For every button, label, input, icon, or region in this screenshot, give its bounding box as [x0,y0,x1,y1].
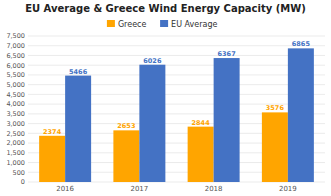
y-axis: 0500 1,000 1,500 2,0002,500 3,000 3,500 4,0004… [6,32,325,186]
y-tick-label: 6,000 [6,62,25,70]
data-label: 2653 [117,122,135,130]
bar [188,127,214,182]
y-tick-label: 4,500 [6,91,25,99]
legend: Greece EU Average [107,20,218,29]
y-tick-label: 5,000 [6,81,25,89]
x-tick-label: 2016 [56,185,74,193]
y-tick-label: 6,500 [6,52,25,60]
grid-line [28,36,325,37]
y-tick-label: 0 [21,178,25,186]
y-tick-label: 1,000 [6,159,25,167]
x-axis: 2016 2017 2018 2019 [56,185,297,193]
y-tick-label: 5,500 [6,71,25,79]
grid-line [28,65,325,66]
y-tick-label: 2,000 [6,139,25,147]
legend-label: EU Average [171,20,217,29]
y-tick-label: 1,500 [6,149,25,157]
bars [39,48,314,182]
data-label: 6865 [292,40,311,48]
y-tick-label: 3,500 [6,110,25,118]
bar [65,76,91,182]
bar [113,130,139,182]
y-tick-label: 7,500 [6,32,25,40]
bar [262,112,288,182]
y-tick-label: 7,000 [6,42,25,50]
data-label: 5466 [69,68,88,76]
y-tick-label: 500 [13,169,25,177]
grid-line [28,55,325,56]
x-tick-label: 2018 [205,185,223,193]
bar [39,136,65,182]
grid-line [28,45,325,46]
x-tick-label: 2017 [130,185,148,193]
data-label: 6367 [218,50,236,58]
y-tick-label: 3,000 [6,120,25,128]
y-tick-label: 2,500 [6,130,25,138]
y-tick-label: 4,000 [6,100,25,108]
data-label: 6026 [143,57,162,65]
legend-swatch [160,20,168,27]
data-label: 2844 [192,119,211,127]
data-label: 3576 [266,104,285,112]
legend-swatch [107,20,115,27]
x-tick-label: 2019 [279,185,297,193]
data-labels: 2374 2653 2844 3576 5466 6026 6367 6865 [43,40,310,135]
bar [288,48,314,182]
data-label: 2374 [43,128,62,136]
legend-label: Greece [118,20,147,29]
chart-title: EU Average & Greece Wind Energy Capacity… [25,3,306,14]
bar [139,65,165,182]
bar [214,58,240,182]
